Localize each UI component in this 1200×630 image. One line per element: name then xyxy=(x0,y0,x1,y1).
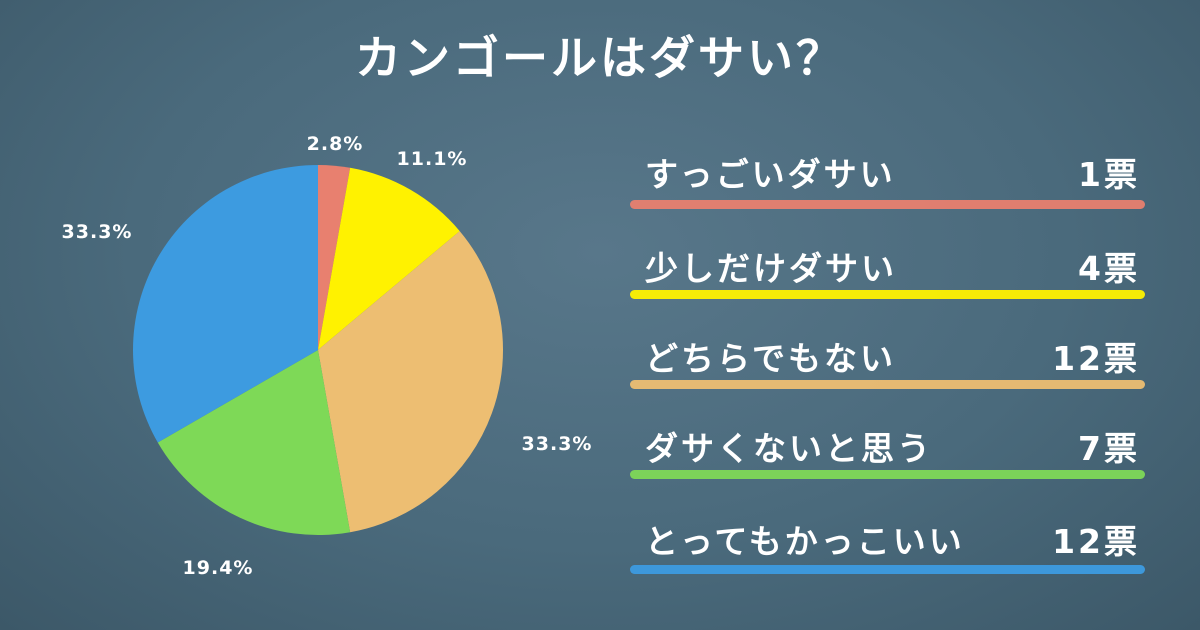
legend-item: ダサくないと思う 7票 xyxy=(645,422,1140,472)
legend-item: 少しだけダサい 4票 xyxy=(645,242,1140,292)
pie-slice-5 xyxy=(133,165,318,443)
legend-color-line xyxy=(630,290,1145,299)
legend-color-line xyxy=(630,470,1145,479)
legend-color-line xyxy=(630,200,1145,209)
vote-count: 1票 xyxy=(1078,155,1140,194)
vote-count: 12票 xyxy=(1052,522,1140,561)
legend-item: すっごいダサい 1票 xyxy=(645,148,1140,198)
percent-label: 19.4% xyxy=(183,557,254,579)
legend-color-line xyxy=(630,380,1145,389)
legend-label: とってもかっこいい xyxy=(645,522,965,561)
legend-label: ダサくないと思う xyxy=(645,429,933,468)
legend-label: 少しだけダサい xyxy=(645,249,897,288)
percent-label: 2.8% xyxy=(307,133,364,155)
vote-count: 4票 xyxy=(1078,249,1140,288)
pie-slice-3 xyxy=(318,231,504,533)
pie-slice-4 xyxy=(157,350,351,535)
percent-label: 33.3% xyxy=(62,221,133,243)
pie-slice-2 xyxy=(318,167,460,350)
percent-label: 11.1% xyxy=(397,148,468,170)
legend-label: どちらでもない xyxy=(645,339,897,378)
legend-label: すっごいダサい xyxy=(645,155,896,194)
legend-item: どちらでもない 12票 xyxy=(645,332,1140,382)
vote-count: 12票 xyxy=(1052,339,1140,378)
pie-slice-1 xyxy=(318,165,351,350)
vote-count: 7票 xyxy=(1078,429,1140,468)
chart-title: カンゴールはダサい？ xyxy=(355,31,845,85)
percent-label: 33.3% xyxy=(522,433,593,455)
legend-color-line xyxy=(630,565,1145,574)
legend-item: とってもかっこいい 12票 xyxy=(645,515,1140,565)
